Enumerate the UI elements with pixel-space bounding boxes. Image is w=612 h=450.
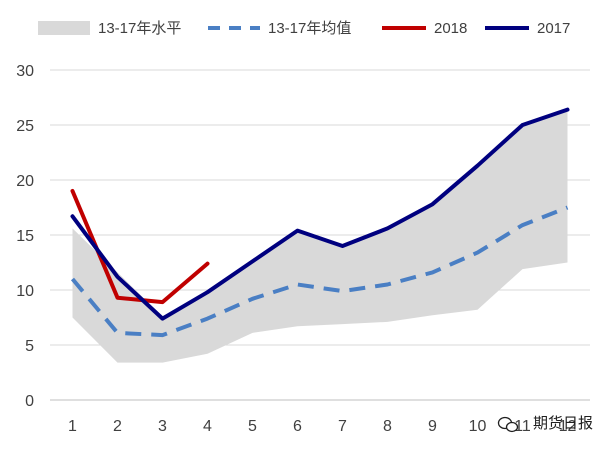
data-point <box>116 296 120 300</box>
x-tick-label: 12 <box>559 418 577 435</box>
data-point <box>386 283 390 287</box>
legend: 13-17年水平 13-17年均值 2018 2017 <box>38 20 570 37</box>
watermark-text: 期货日报 <box>533 415 593 432</box>
x-tick-label: 3 <box>158 418 167 435</box>
data-point <box>206 262 210 266</box>
y-tick-label: 30 <box>16 63 34 80</box>
data-point <box>71 214 75 218</box>
data-point <box>476 164 480 168</box>
y-tick-label: 25 <box>16 118 34 135</box>
data-point <box>476 251 480 255</box>
series-line <box>70 107 570 321</box>
y-tick-label: 20 <box>16 173 34 190</box>
y-tick-label: 15 <box>16 228 34 245</box>
x-tick-label: 4 <box>203 418 212 435</box>
data-point <box>296 283 300 287</box>
data-point <box>341 289 345 293</box>
data-point <box>251 259 255 263</box>
data-point <box>431 202 435 206</box>
data-point <box>386 226 390 230</box>
legend-label: 2018 <box>434 20 467 37</box>
x-tick-label: 6 <box>293 418 302 435</box>
data-point <box>521 123 525 127</box>
x-tick-label: 1 <box>68 418 77 435</box>
data-point <box>341 244 345 248</box>
x-axis-tick-labels: 1 2 3 4 5 6 7 8 9 10 11 12 <box>68 418 576 435</box>
wechat-icon <box>497 416 519 433</box>
data-point <box>206 290 210 294</box>
watermark: 期货日报 <box>497 415 593 433</box>
data-point <box>161 300 165 304</box>
legend-swatch <box>38 21 90 35</box>
series-2 <box>70 107 570 321</box>
legend-item: 2018 <box>382 20 467 37</box>
legend-label: 13-17年水平 <box>98 20 181 37</box>
x-tick-label: 9 <box>428 418 437 435</box>
x-tick-label: 2 <box>113 418 122 435</box>
legend-label: 2017 <box>537 20 570 37</box>
x-tick-label: 8 <box>383 418 392 435</box>
legend-item: 13-17年水平 <box>38 20 181 37</box>
data-point <box>116 331 120 335</box>
data-point <box>161 317 165 321</box>
x-tick-label: 7 <box>338 418 347 435</box>
data-point <box>71 189 75 193</box>
x-tick-label: 5 <box>248 418 257 435</box>
data-point <box>251 297 255 301</box>
data-point <box>71 277 75 281</box>
y-axis-tick-labels: 0 5 10 15 20 25 30 <box>16 63 34 410</box>
data-point <box>206 317 210 321</box>
series-layer <box>70 107 570 338</box>
series-0 <box>70 205 570 338</box>
y-tick-label: 0 <box>25 393 34 410</box>
data-point <box>296 229 300 233</box>
data-point <box>116 275 120 279</box>
x-tick-label: 11 <box>514 418 531 435</box>
y-tick-label: 10 <box>16 283 34 300</box>
legend-label: 13-17年均值 <box>268 20 351 37</box>
data-point <box>566 108 570 112</box>
y-tick-label: 5 <box>25 338 34 355</box>
data-point <box>566 206 570 210</box>
data-point <box>431 270 435 274</box>
legend-item: 13-17年均值 <box>208 20 351 37</box>
legend-item: 2017 <box>485 20 570 37</box>
data-point <box>161 333 165 337</box>
series-line <box>70 205 569 338</box>
data-point <box>521 223 525 227</box>
x-tick-label: 10 <box>469 418 487 435</box>
